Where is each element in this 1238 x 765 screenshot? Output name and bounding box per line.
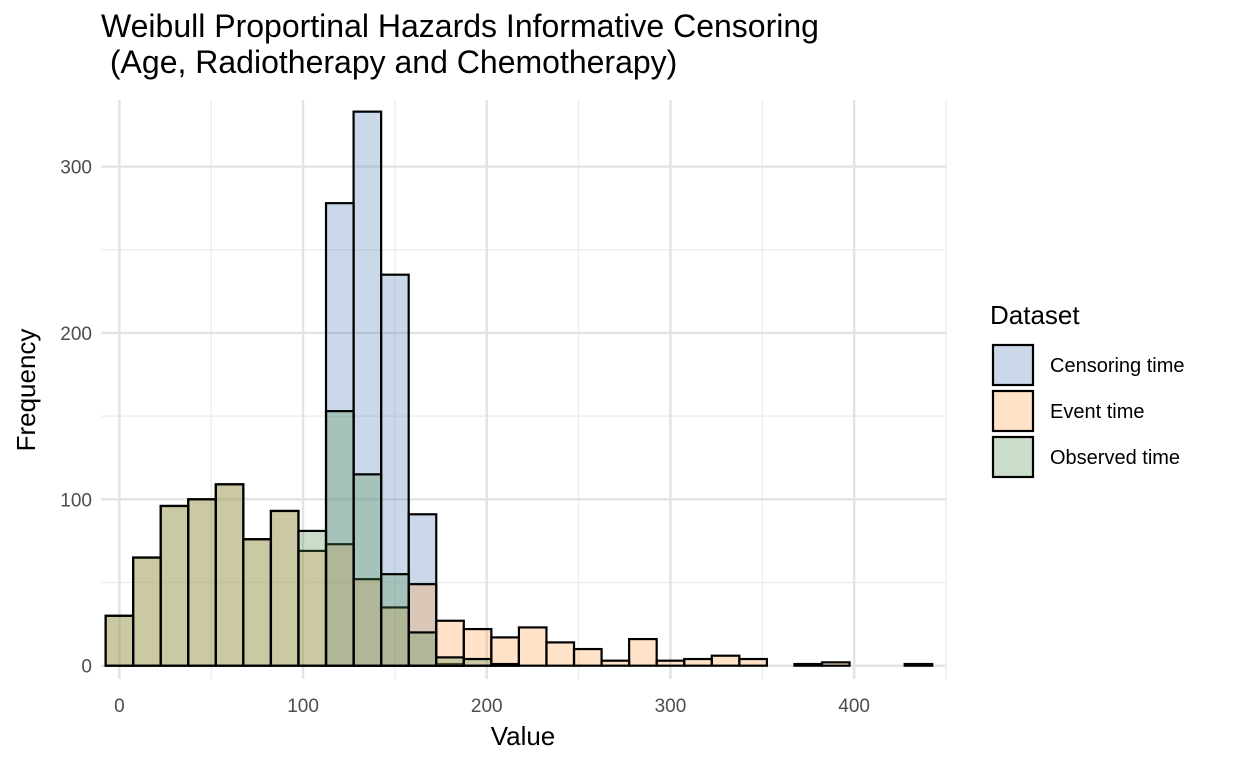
x-axis-ticks: 0 100 200 300 400 (114, 696, 870, 717)
bar-censoring-time (352, 110, 383, 667)
x-axis-title: Value (491, 721, 556, 751)
x-tick-label: 300 (655, 696, 687, 717)
bar-observed-time (297, 529, 328, 667)
bar-event-time (683, 657, 713, 667)
bar-observed-time (104, 614, 135, 667)
bar-event-time (352, 578, 383, 667)
bar-event-time (324, 543, 355, 667)
legend: Dataset Censoring time Event time Observed … (990, 300, 1185, 479)
bar-observed-time (407, 631, 438, 667)
bar-observed-time (324, 410, 355, 667)
bar-observed-time (435, 656, 465, 667)
x-tick-label: 400 (838, 696, 870, 717)
y-tick-label: 100 (60, 490, 92, 511)
y-tick-label: 0 (81, 657, 92, 678)
legend-key-bg (992, 390, 1034, 432)
bar-event-time (793, 662, 824, 667)
legend-key (991, 343, 1035, 387)
x-tick-label: 100 (287, 696, 319, 717)
legend-key-bg (992, 344, 1034, 386)
legend-key-bg (992, 436, 1034, 478)
bar-observed-time (159, 504, 190, 667)
legend-key (991, 389, 1035, 433)
y-axis-ticks: 0 100 200 300 (60, 158, 92, 678)
histogram-bars (104, 110, 934, 667)
legend-label: Observed time (1050, 447, 1180, 469)
bar-event-time (407, 583, 438, 667)
bar-event-time (572, 647, 603, 667)
bar-observed-time (214, 483, 245, 667)
bar-censoring-time (380, 273, 410, 667)
x-tick-label: 200 (471, 696, 503, 717)
bar-observed-time (380, 573, 410, 667)
bar-event-time (738, 657, 768, 667)
bar-event-time (159, 504, 190, 667)
bar-event-time (545, 641, 576, 667)
bar-observed-time (269, 509, 300, 667)
bar-event-time (820, 661, 851, 667)
bar-event-time (600, 659, 631, 667)
y-tick-label: 200 (60, 324, 92, 345)
bar-event-time (628, 637, 658, 667)
bar-event-time (710, 654, 741, 667)
bar-event-time (655, 659, 686, 667)
bar-event-time (517, 626, 548, 667)
bar-observed-time (352, 473, 383, 667)
legend-label: Event time (1050, 401, 1144, 423)
bar-observed-time (132, 556, 162, 667)
legend-label: Censoring time (1050, 355, 1185, 377)
x-tick-label: 0 (114, 696, 125, 717)
bar-event-time (903, 662, 934, 667)
bar-event-time (490, 636, 521, 667)
bar-observed-time (187, 498, 217, 667)
y-tick-label: 300 (60, 158, 92, 179)
legend-key (991, 435, 1035, 479)
chart-title: Weibull Proportinal Hazards Informative … (101, 8, 819, 80)
legend-title: Dataset (990, 300, 1080, 330)
y-axis-title: Frequency (11, 329, 41, 452)
bar-observed-time (490, 662, 521, 667)
bar-observed-time (462, 657, 493, 667)
bar-observed-time (242, 538, 273, 667)
